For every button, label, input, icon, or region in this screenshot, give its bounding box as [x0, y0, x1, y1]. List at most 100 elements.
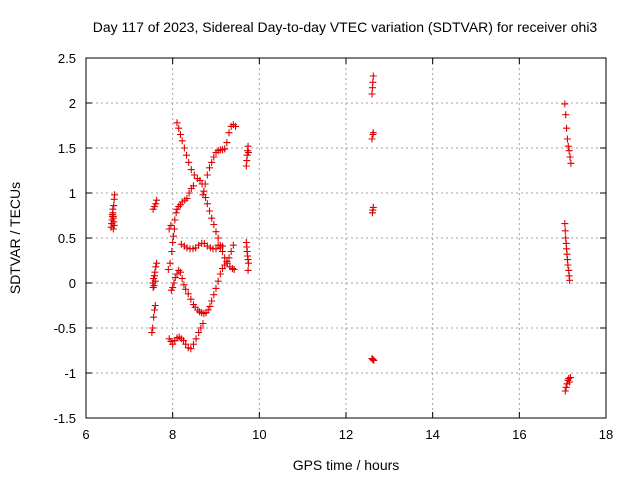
series-seg-6.6 [107, 191, 119, 233]
data-point [182, 285, 190, 293]
y-tick-label: 1 [69, 186, 76, 201]
data-point [561, 387, 569, 395]
axis-ticks [85, 57, 607, 419]
data-point [564, 261, 572, 269]
series-seg-12.6 [368, 72, 378, 364]
data-point [151, 268, 159, 276]
data-point [369, 129, 377, 137]
data-point [165, 225, 173, 233]
data-point [562, 111, 570, 119]
data-point [566, 276, 574, 284]
x-axis-label: GPS time / hours [293, 457, 400, 473]
data-point [203, 171, 211, 179]
data-point [566, 378, 574, 386]
data-point [183, 151, 191, 159]
series-seg-17.1 [561, 100, 575, 395]
tick-labels: 6 8 10 12 14 16 18 -1.5 -1 -0.5 0 0.5 1 1.5 2 2.5 [54, 51, 614, 442]
chart-title: Day 117 of 2023, Sidereal Day-to-day VTE… [93, 19, 598, 35]
data-point [110, 202, 118, 210]
data-point [176, 131, 184, 138]
data-point [245, 259, 252, 267]
data-point [148, 329, 156, 336]
data-point [221, 261, 229, 269]
data-point [561, 220, 569, 228]
data-point [369, 78, 377, 86]
data-point [221, 145, 229, 153]
data-point [153, 259, 161, 267]
data-point [108, 220, 116, 228]
data-point [111, 191, 119, 199]
data-point [567, 159, 575, 167]
data-point [189, 340, 197, 348]
data-point [214, 277, 222, 285]
y-tick-label: 2 [69, 96, 76, 111]
data-point [208, 158, 216, 166]
data-point [176, 268, 184, 276]
data-point [212, 228, 220, 236]
data-point [206, 207, 213, 215]
data-point [208, 214, 216, 222]
data-point [175, 124, 183, 132]
data-point [149, 324, 157, 332]
data-point [109, 205, 117, 213]
data-point [562, 383, 570, 391]
x-tick-label: 8 [169, 427, 176, 442]
data-point [227, 248, 235, 255]
data-point [151, 277, 159, 285]
x-tick-label: 12 [339, 427, 353, 442]
data-point [368, 135, 376, 143]
data-point [206, 302, 214, 310]
data-point [190, 171, 198, 179]
data-point [183, 244, 191, 252]
data-point [201, 180, 209, 188]
data-point [200, 187, 208, 195]
data-point [152, 263, 160, 271]
y-tick-label: -0.5 [54, 321, 76, 336]
data-point [206, 164, 213, 172]
data-point [152, 200, 160, 208]
data-point [177, 240, 185, 248]
data-point [183, 194, 191, 202]
series-seg-7.55 [148, 196, 161, 336]
data-point [225, 129, 233, 137]
y-tick-label: -1 [64, 366, 76, 381]
data-point [192, 335, 200, 343]
data-point [208, 297, 216, 305]
data-point [173, 119, 181, 127]
data-point [171, 216, 179, 224]
data-point [187, 166, 195, 174]
data-point [178, 137, 186, 145]
data-point [191, 303, 199, 311]
data-point [368, 90, 376, 98]
data-point [212, 245, 220, 253]
data-point [563, 124, 571, 132]
data-point [223, 139, 231, 147]
series-lower-arc [165, 320, 207, 353]
data-point [151, 302, 159, 309]
data-point [180, 281, 188, 289]
data-point [230, 266, 238, 273]
data-point [219, 242, 226, 250]
data-point [199, 320, 207, 327]
data-point [187, 345, 195, 353]
data-point [223, 257, 231, 265]
data-point [229, 241, 237, 249]
y-axis-label: SDTVAR / TECUs [7, 182, 23, 294]
data-point [172, 209, 180, 217]
data-point [170, 279, 178, 287]
y-tick-label: 2.5 [58, 51, 76, 66]
data-point [369, 203, 377, 211]
data-point [561, 100, 569, 108]
data-point [370, 356, 378, 364]
data-point [565, 147, 573, 155]
data-point [178, 275, 186, 282]
data-point [169, 340, 177, 348]
data-point [167, 221, 175, 229]
data-point [169, 284, 177, 291]
data-point [150, 313, 158, 321]
data-point [164, 266, 172, 273]
data-point [109, 212, 117, 220]
y-tick-label: -1.5 [54, 411, 76, 426]
data-point [195, 329, 203, 336]
data-point [187, 295, 195, 303]
